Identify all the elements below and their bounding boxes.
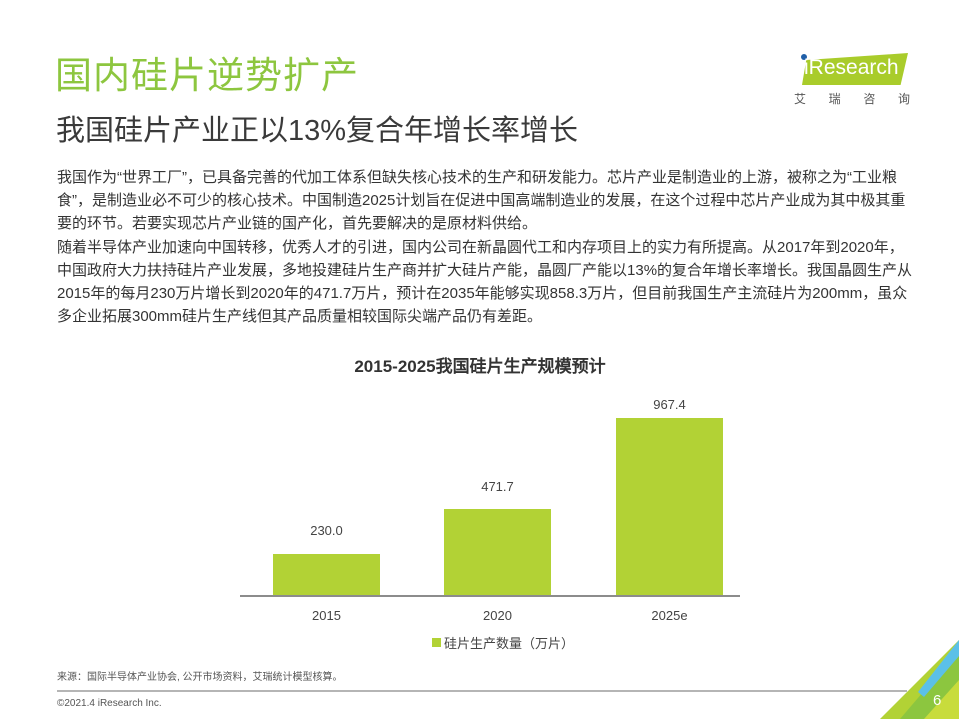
body-text: 我国作为“世界工厂”，已具备完善的代加工体系但缺失核心技术的生产和研发能力。芯片…	[57, 166, 917, 328]
chart-title: 2015-2025我国硅片生产规模预计	[354, 357, 606, 376]
bar-chart: 230.0 471.7 967.4 2015 2020 2025e 硅片生产数量…	[240, 380, 740, 652]
bar-value-label: 230.0	[310, 523, 343, 538]
x-tick-label: 2020	[483, 608, 512, 623]
source-note: 来源：国际半导体产业协会, 公开市场资料，艾瑞统计模型核算。	[57, 672, 343, 683]
x-axis-line	[240, 595, 740, 597]
footer-divider	[57, 690, 907, 692]
legend-label: 硅片生产数量（万片）	[444, 636, 575, 651]
page-title: 国内硅片逆势扩产	[55, 55, 359, 96]
paragraph: 我国作为“世界工厂”，已具备完善的代加工体系但缺失核心技术的生产和研发能力。芯片…	[57, 169, 906, 233]
paragraph: 随着半导体产业加速向中国转移，优秀人才的引进，国内公司在新晶圆代工和内存项目上的…	[57, 238, 913, 326]
iresearch-logo: iResearch 艾 瑞 咨 询	[792, 47, 912, 117]
bar-2015	[273, 554, 380, 596]
bar-2025e	[616, 418, 723, 596]
bar-value-label: 471.7	[481, 479, 514, 494]
x-tick-label: 2025e	[651, 608, 688, 623]
x-tick-label: 2015	[312, 608, 341, 623]
corner-decoration-icon	[880, 640, 959, 719]
legend-swatch-icon	[432, 638, 441, 647]
logo-dot-icon	[801, 54, 807, 60]
bar-value-label: 967.4	[653, 397, 686, 412]
chart-legend: 硅片生产数量（万片）	[432, 633, 574, 652]
page-number: 6	[933, 692, 942, 709]
logo-wordmark: iResearch	[804, 56, 899, 79]
page-subtitle: 我国硅片产业正以13%复合年增长率增长	[56, 115, 579, 147]
copyright: ©2021.4 iResearch Inc.	[57, 698, 162, 709]
logo-chinese-name: 艾 瑞 咨 询	[794, 92, 910, 106]
bar-2020	[444, 509, 551, 596]
